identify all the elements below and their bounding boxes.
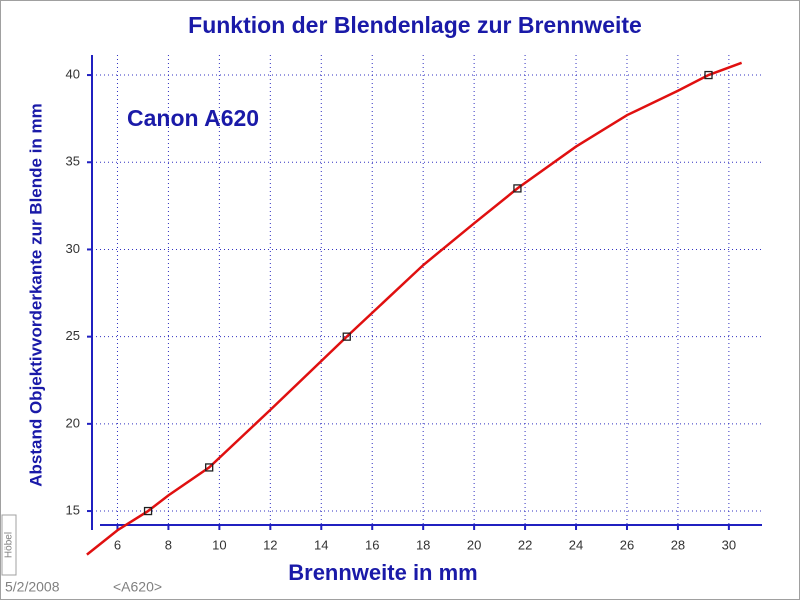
x-tick-label: 18 (416, 537, 430, 552)
annotation: Canon A620 (127, 105, 259, 131)
footer-tag: <A620> (113, 579, 162, 595)
x-tick-label: 30 (722, 537, 736, 552)
footer-date: 5/2/2008 (5, 579, 60, 595)
x-tick-label: 14 (314, 537, 328, 552)
x-tick-label: 6 (114, 537, 121, 552)
y-tick-label: 15 (66, 502, 80, 517)
data-point (513, 184, 522, 193)
author-box (1, 514, 17, 576)
x-tick-label: 20 (467, 537, 481, 552)
y-axis-label: Abstand Objektivvorderkante zur Blende i… (26, 103, 45, 487)
y-tick-label: 20 (66, 415, 80, 430)
x-tick-label: 8 (165, 537, 172, 552)
x-axis-label: Brennweite in mm (288, 560, 477, 585)
chart-title: Funktion der Blendenlage zur Brennweite (188, 12, 642, 38)
x-tick-label: 22 (518, 537, 532, 552)
y-tick-label: 40 (66, 66, 80, 81)
y-tick-label: 35 (66, 154, 80, 169)
x-tick-label: 26 (620, 537, 634, 552)
footer-author: Höbel (4, 532, 15, 558)
data-point (205, 463, 214, 472)
y-tick-label: 25 (66, 328, 80, 343)
x-tick-label: 24 (569, 537, 583, 552)
x-tick-label: 10 (212, 537, 226, 552)
y-tick-label: 30 (66, 241, 80, 256)
data-point (704, 70, 713, 80)
curve (86, 61, 743, 556)
x-tick-label: 12 (263, 537, 277, 552)
x-tick-label: 28 (671, 537, 685, 552)
data-point (342, 332, 351, 341)
data-point (143, 506, 153, 516)
x-tick-label: 16 (365, 537, 379, 552)
